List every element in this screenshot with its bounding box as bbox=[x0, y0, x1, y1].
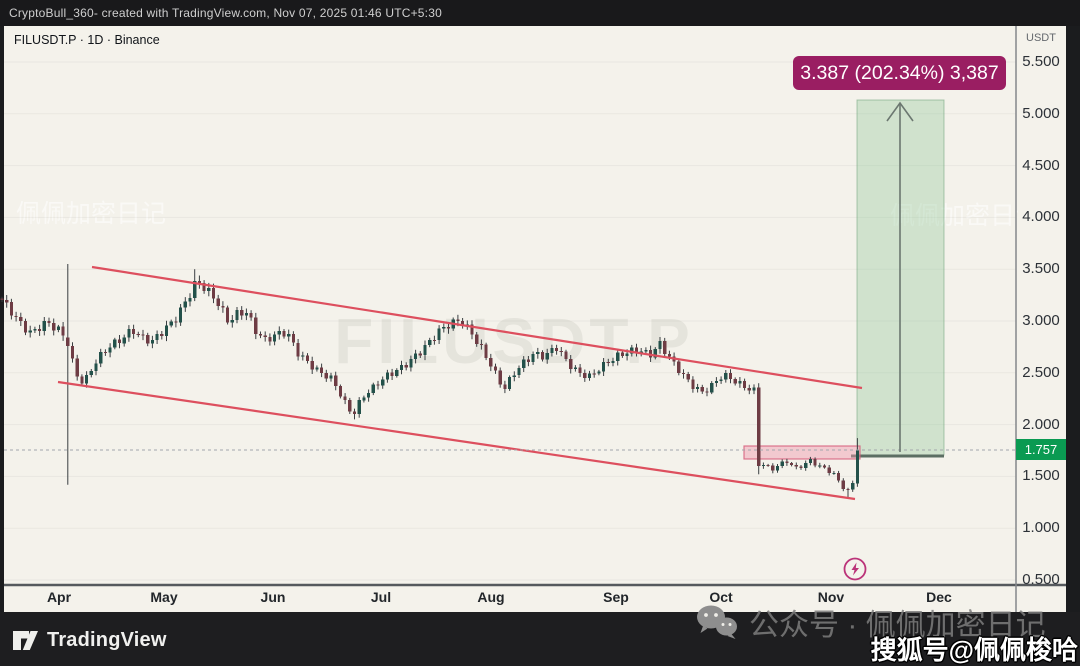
wechat-icon bbox=[697, 605, 737, 639]
tradingview-brand-text: TradingView bbox=[47, 629, 167, 651]
price-tick-label: 1.500 bbox=[1022, 467, 1060, 485]
month-label: Sep bbox=[603, 589, 629, 605]
month-label: Jun bbox=[260, 589, 286, 605]
price-tick-label: 1.000 bbox=[1022, 519, 1060, 537]
wechat-watermark-text: 公众号 · 佩佩加密日记 bbox=[749, 609, 1046, 642]
price-tick-label: 5.000 bbox=[1022, 104, 1060, 122]
footer-bar bbox=[0, 612, 1080, 666]
price-tick-label: 3.500 bbox=[1022, 260, 1060, 278]
faint-watermark-right: 佩佩加密日记 bbox=[890, 202, 1018, 230]
candle-wicks bbox=[1, 264, 858, 498]
month-label: Nov bbox=[817, 589, 845, 605]
month-label: Dec bbox=[926, 589, 952, 605]
header-title: CryptoBull_360- created with TradingView… bbox=[9, 6, 442, 20]
month-label: Jul bbox=[370, 589, 392, 605]
price-axis[interactable]: 5.500 5.000 4.500 4.000 3.500 3.000 2.500 2.000… bbox=[1016, 26, 1066, 612]
month-label: Aug bbox=[477, 589, 505, 605]
price-axis-unit: USDT bbox=[1026, 32, 1056, 44]
month-label: Oct bbox=[709, 589, 733, 605]
price-tick-label: 5.500 bbox=[1022, 53, 1060, 70]
tradingview-logo-icon bbox=[13, 631, 38, 650]
last-price-badge: 1.757 bbox=[1016, 439, 1066, 460]
up-candles bbox=[28, 280, 859, 490]
price-tick-label: 4.000 bbox=[1022, 208, 1060, 226]
price-tick-label: 0.500 bbox=[1022, 571, 1060, 588]
wechat-watermark: 公众号 · 佩佩加密日记 bbox=[693, 600, 1046, 644]
tradingview-logo-link[interactable]: TradingView bbox=[12, 628, 167, 653]
price-tick-label: 2.000 bbox=[1022, 415, 1060, 433]
lightning-icon[interactable] bbox=[842, 556, 868, 582]
symbol-watermark: FILUSDT.P bbox=[334, 305, 694, 377]
price-tick-label: 3.000 bbox=[1022, 312, 1060, 329]
projection-price-label[interactable]: 3.387 (202.34%) 3,387 bbox=[793, 56, 1006, 90]
faint-watermark-left: 佩佩加密日记 bbox=[16, 200, 167, 228]
time-axis[interactable]: Apr May Jun Jul Aug Sep Oct Nov Dec bbox=[4, 589, 1016, 612]
sohu-watermark: 搜狐号@佩佩梭哈 bbox=[870, 635, 1078, 665]
month-label: May bbox=[150, 589, 178, 605]
month-label: Apr bbox=[46, 589, 72, 605]
down-candles bbox=[0, 280, 850, 490]
price-tick-label: 4.500 bbox=[1022, 156, 1060, 174]
screenshot-header: CryptoBull_360- created with TradingView… bbox=[0, 0, 1080, 26]
symbol-description[interactable]: FILUSDT.P · 1D · Binance bbox=[14, 33, 160, 47]
price-tick-label: 2.500 bbox=[1022, 363, 1060, 381]
